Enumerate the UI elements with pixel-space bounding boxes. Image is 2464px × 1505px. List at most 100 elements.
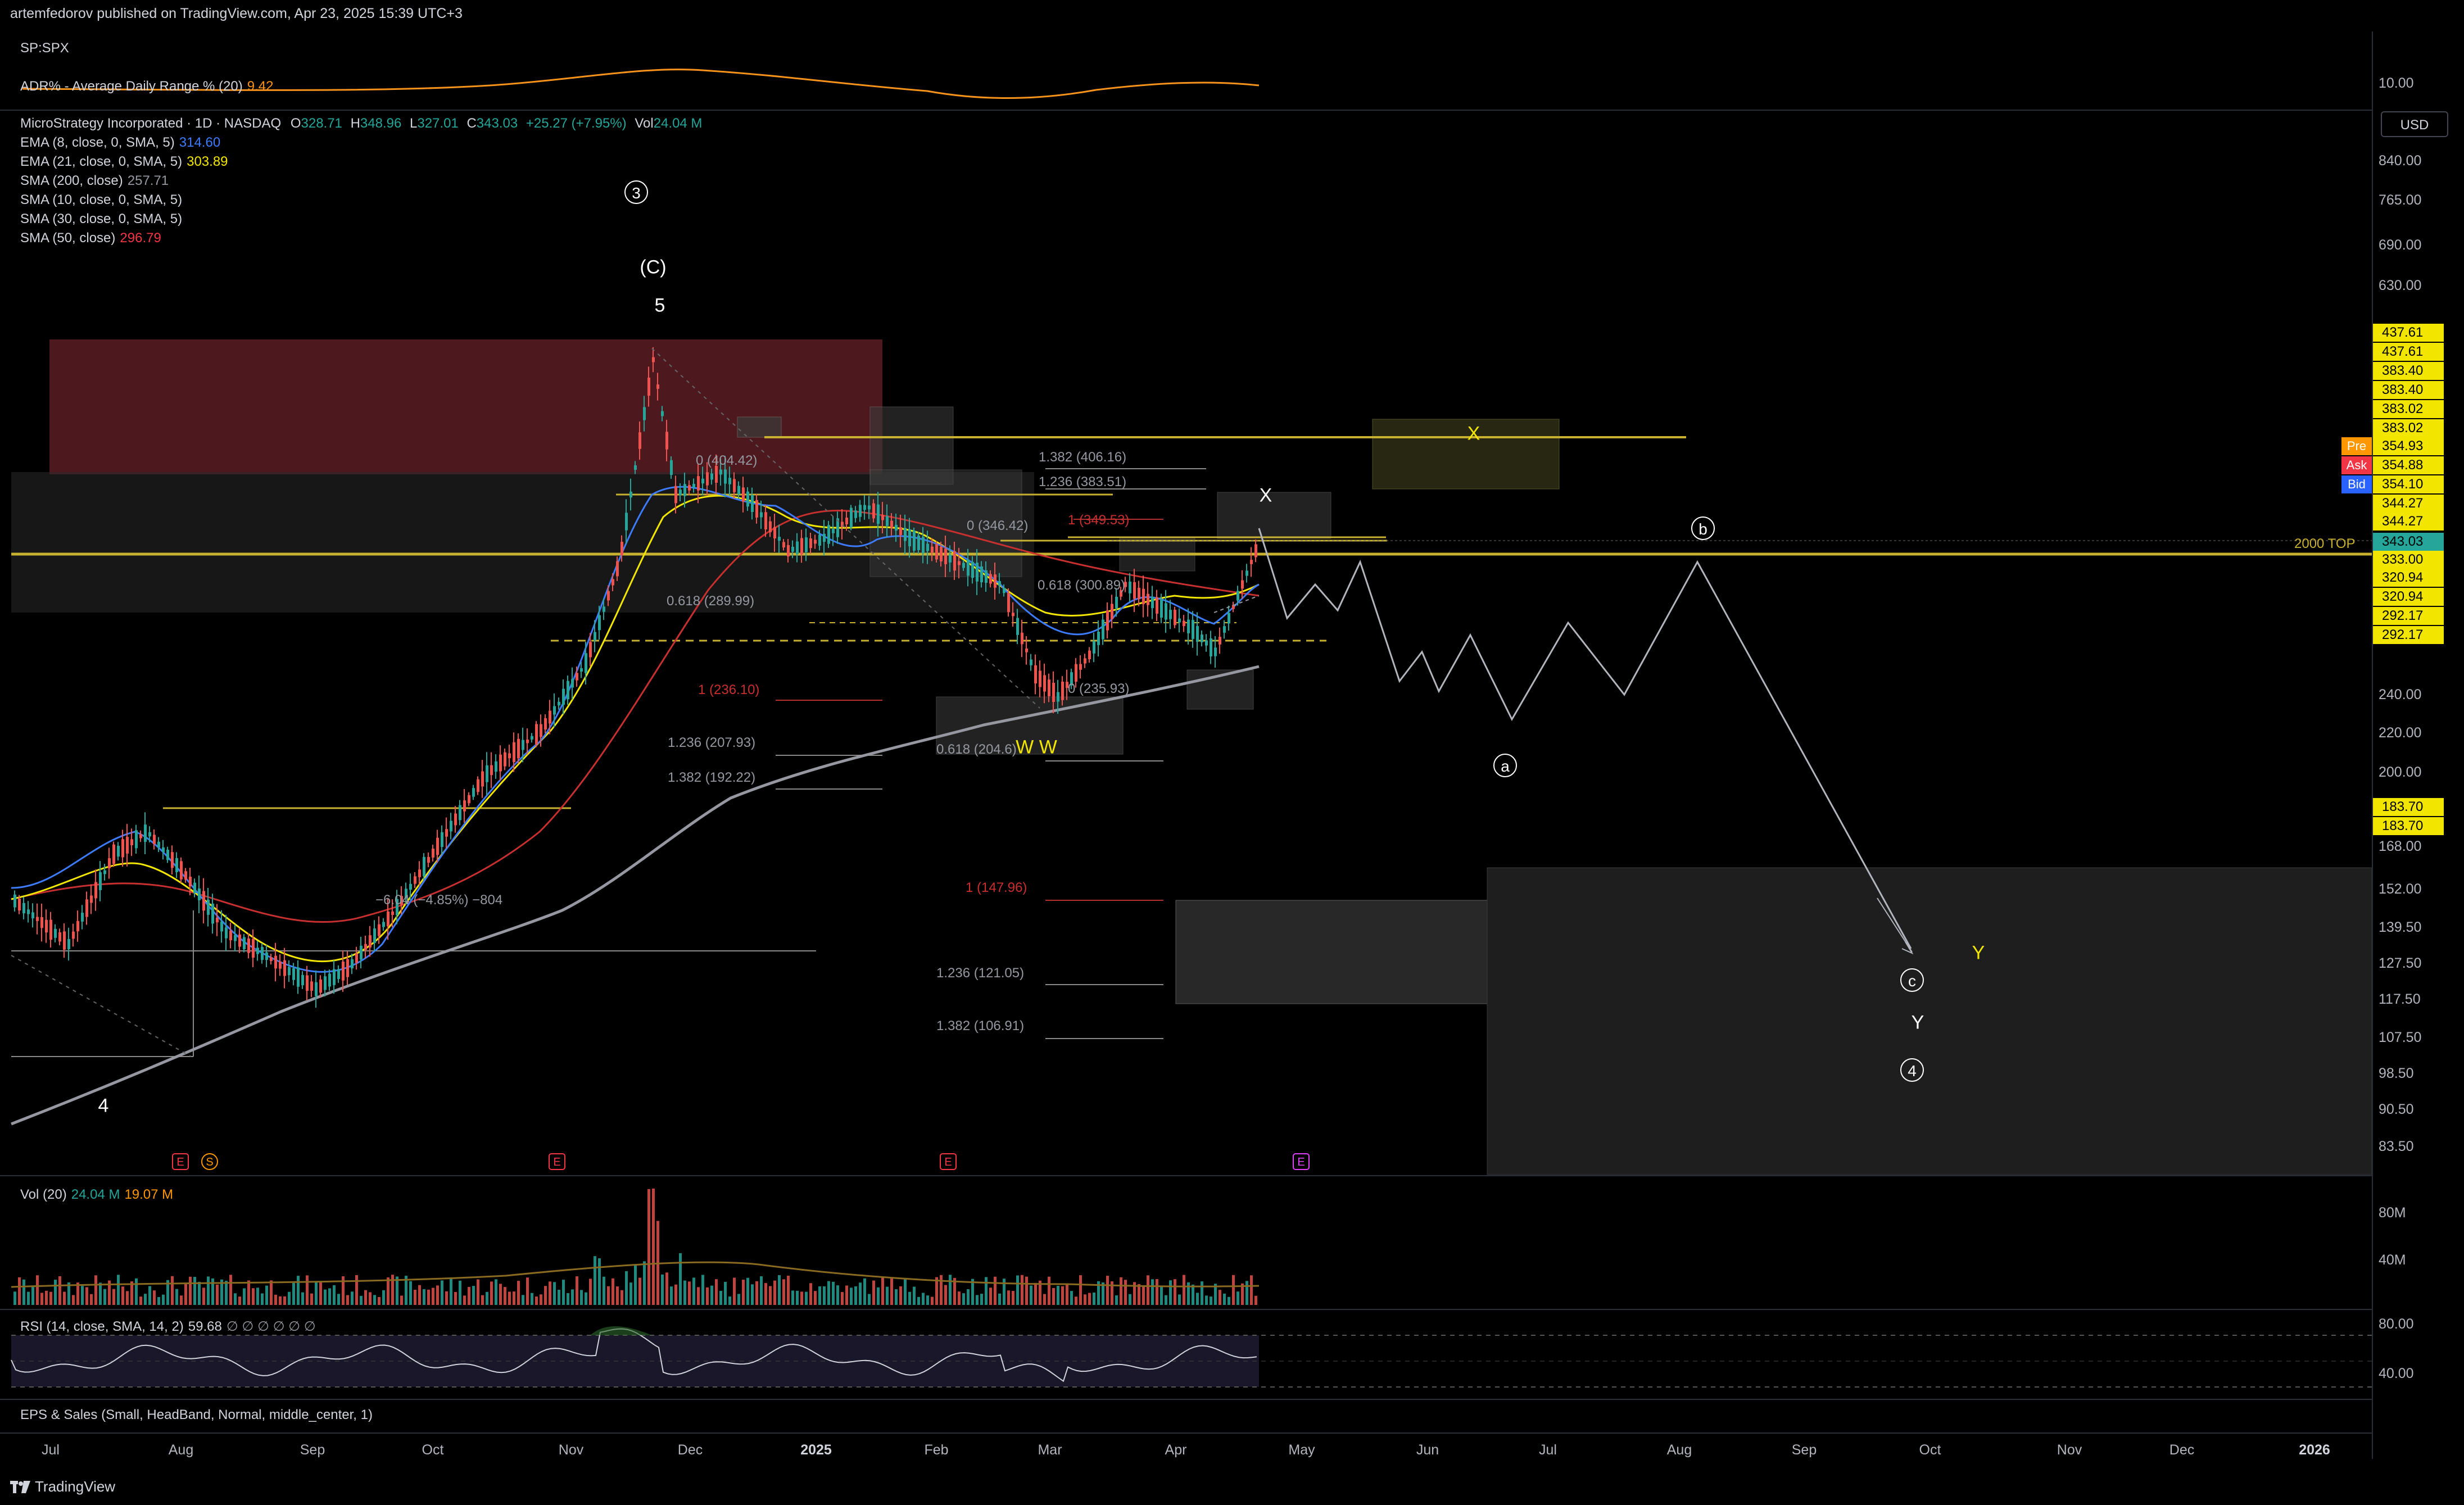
- candle: [49, 919, 52, 940]
- volume-bar: [220, 1279, 223, 1305]
- volume-bar: [1088, 1293, 1091, 1305]
- candle: [841, 522, 844, 527]
- volume-bar: [535, 1297, 538, 1305]
- volume-bar: [922, 1293, 925, 1305]
- volume-bar: [445, 1291, 448, 1305]
- candle: [1016, 618, 1019, 635]
- range-box-3: [936, 696, 1124, 755]
- volume-bar: [1075, 1297, 1077, 1305]
- fib-label: 0.618 (300.89): [1038, 578, 1126, 593]
- candle: [976, 563, 979, 582]
- candle: [980, 566, 983, 583]
- tradingview-logo[interactable]: TradingView: [10, 1478, 115, 1495]
- candle: [108, 858, 111, 868]
- volume-bar: [135, 1278, 138, 1305]
- candle: [935, 544, 938, 560]
- volume-bar: [913, 1286, 916, 1305]
- volume-bar: [603, 1276, 605, 1305]
- candle: [45, 919, 48, 933]
- volume-bar: [1025, 1276, 1028, 1305]
- fib-label: 1.382 (106.91): [936, 1018, 1025, 1033]
- candle: [1021, 632, 1023, 645]
- volume-legend[interactable]: Vol (20) 24.04 M 19.07 M: [20, 1187, 174, 1202]
- candle: [1088, 650, 1091, 660]
- volume-bar: [13, 1291, 16, 1305]
- candle: [656, 384, 659, 389]
- volume-bar: [225, 1281, 228, 1305]
- earnings-event-icon[interactable]: E: [172, 1153, 189, 1170]
- wave-x-label: X: [1259, 484, 1272, 506]
- volume-bar: [351, 1291, 354, 1305]
- volume-bar: [953, 1278, 956, 1305]
- volume-bar: [1102, 1282, 1104, 1305]
- volume-bar: [1205, 1295, 1208, 1305]
- volume-bar: [841, 1292, 844, 1305]
- volume-bar: [1021, 1275, 1023, 1305]
- time-axis-label: 2025: [800, 1442, 832, 1458]
- price-axis-label: 200.00: [2379, 764, 2422, 780]
- candle: [198, 888, 201, 900]
- volume-bar: [1003, 1279, 1005, 1305]
- candle: [764, 512, 767, 530]
- open-value: 328.71: [301, 116, 342, 131]
- volume-bar: [261, 1293, 264, 1305]
- volume-bar: [589, 1279, 592, 1305]
- candle: [715, 465, 718, 483]
- wave-y-label: Y: [1911, 1012, 1924, 1033]
- candle: [787, 545, 790, 557]
- volume-bar: [895, 1289, 898, 1305]
- volume-bar: [387, 1277, 389, 1305]
- volume-bar: [477, 1279, 479, 1305]
- indicator-legend-item[interactable]: EMA (21, close, 0, SMA, 5) 303.89: [20, 154, 228, 169]
- volume-bar: [800, 1291, 803, 1305]
- close-value: 343.03: [476, 116, 518, 131]
- indicator-legend-item[interactable]: EMA (8, close, 0, SMA, 5) 314.60: [20, 135, 221, 150]
- candle: [333, 969, 336, 985]
- indicator-legend-item[interactable]: SMA (50, close) 296.79: [20, 230, 161, 246]
- volume-bar: [1043, 1294, 1046, 1305]
- volume-bar: [1106, 1276, 1109, 1305]
- indicator-legend-item[interactable]: SMA (30, close, 0, SMA, 5): [20, 211, 183, 226]
- volume-bar: [243, 1288, 246, 1305]
- volume-bar: [1129, 1294, 1131, 1305]
- volume-bar: [1196, 1293, 1199, 1305]
- split-event-icon[interactable]: S: [201, 1153, 218, 1170]
- volume-bar: [931, 1297, 934, 1305]
- volume-bar: [319, 1281, 322, 1305]
- volume-bar: [171, 1276, 174, 1305]
- volume-bar: [625, 1271, 628, 1305]
- candle: [818, 534, 821, 546]
- candle: [890, 520, 893, 528]
- volume-bar: [103, 1289, 106, 1305]
- volume-bar: [301, 1292, 304, 1305]
- earnings-event-icon[interactable]: E: [549, 1153, 565, 1170]
- candle: [859, 505, 862, 517]
- candle: [1097, 632, 1100, 645]
- candle: [1106, 610, 1109, 631]
- indicator-legend-item[interactable]: SMA (200, close) 257.71: [20, 173, 169, 188]
- candle: [1201, 634, 1203, 642]
- volume-bar: [544, 1286, 547, 1305]
- adr-legend[interactable]: ADR% - Average Daily Range % (20) 9.42: [20, 79, 273, 94]
- rsi-legend[interactable]: RSI (14, close, SMA, 14, 2) 59.68 ∅ ∅ ∅ ∅ …: [20, 1319, 316, 1334]
- volume-bar: [481, 1295, 484, 1305]
- currency-button[interactable]: USD: [2381, 111, 2448, 137]
- candle: [827, 525, 830, 544]
- fib-label: 1 (236.10): [698, 682, 760, 697]
- earnings-event-icon[interactable]: E: [940, 1153, 957, 1170]
- candle: [1093, 641, 1095, 654]
- earnings-event-icon[interactable]: E: [1293, 1153, 1310, 1170]
- volume-bar: [198, 1281, 201, 1305]
- volume-bar: [836, 1285, 839, 1305]
- candle: [387, 911, 389, 927]
- eps-legend[interactable]: EPS & Sales (Small, HeadBand, Normal, mi…: [20, 1407, 373, 1422]
- volume-bar: [899, 1286, 902, 1305]
- main-legend[interactable]: MicroStrategy Incorporated · 1D · NASDAQ…: [20, 116, 703, 131]
- indicator-legend-item[interactable]: SMA (10, close, 0, SMA, 5): [20, 192, 183, 207]
- adr-line: [22, 69, 1260, 99]
- price-axis-label: 127.50: [2379, 955, 2422, 971]
- candles: [13, 347, 1257, 1008]
- candle: [940, 546, 943, 562]
- volume-ma: [11, 1261, 1260, 1288]
